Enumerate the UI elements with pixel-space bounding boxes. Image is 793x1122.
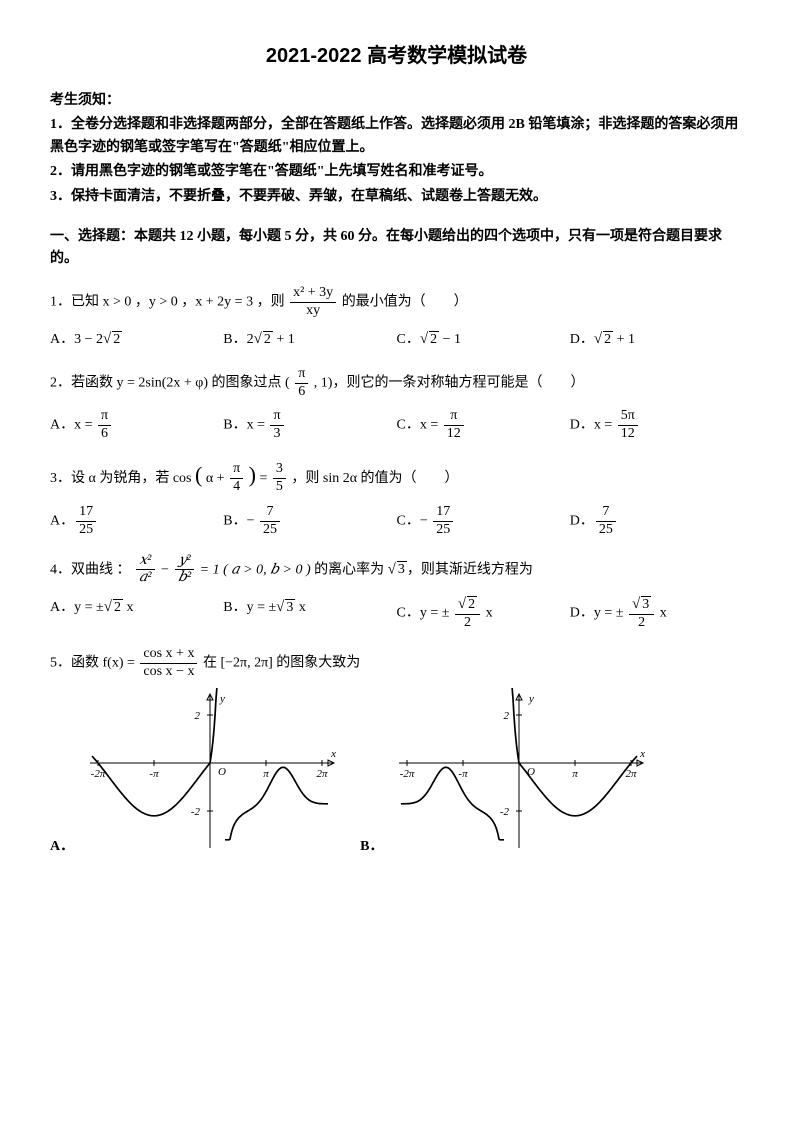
q4-opt-b: B．y = ±√3 x: [223, 595, 396, 632]
q4-opt-d: D．y = ± √32 x: [570, 595, 743, 632]
svg-text:2: 2: [504, 710, 510, 722]
instr-head: 考生须知：: [50, 90, 743, 112]
instr-line-3: 3．保持卡面清洁，不要折叠，不要弄破、弄皱，在草稿纸、试题卷上答题无效。: [50, 186, 743, 208]
svg-text:y: y: [528, 693, 534, 705]
svg-text:2: 2: [195, 710, 201, 722]
q2-opt-c: C．x = π12: [397, 408, 570, 443]
svg-text:y: y: [219, 693, 225, 705]
section-1-heading: 一、选择题：本题共 12 小题，每小题 5 分，共 60 分。在每小题给出的四个…: [50, 226, 743, 271]
q5-graphs: A． -2π-ππ2π2-2Oxy B． -2π-ππ2π2-2Oxy: [50, 688, 743, 858]
q3-opt-c: C．− 1725: [397, 504, 570, 539]
svg-text:-2: -2: [191, 806, 201, 818]
svg-text:-2: -2: [500, 806, 510, 818]
instr-line-2: 2．请用黑色字迹的钢笔或签字笔在"答题纸"上先填写姓名和准考证号。: [50, 161, 743, 183]
question-3: 3．设 α 为锐角，若 cos ( α + π4 ) = 35 ，则 sin 2…: [50, 457, 743, 496]
page-title: 2021-2022 高考数学模拟试卷: [50, 40, 743, 72]
q5-graph-b: -2π -π π 2π 2 -2 Ox y: [389, 688, 649, 858]
svg-text:x: x: [640, 748, 646, 760]
q3-options: A．1725 B．− 725 C．− 1725 D．725: [50, 504, 743, 539]
q4-equation: 𝑥²𝑎² − 𝑦²𝑏² = 1 ( 𝑎 > 0, 𝑏 > 0 ): [134, 553, 311, 588]
svg-text:-π: -π: [459, 768, 469, 780]
q1-options: A．3 − 2√2 B．2√2 + 1 C．√2 − 1 D．√2 + 1: [50, 327, 743, 351]
q2-arg-frac: π6: [295, 366, 308, 401]
q1-opt-c: C．√2 − 1: [397, 327, 570, 351]
q4-opt-c: C．y = ± √22 x: [397, 595, 570, 632]
svg-text:O: O: [527, 766, 535, 778]
q4-options: A．y = ±√2 x B．y = ±√3 x C．y = ± √22 x D．…: [50, 595, 743, 632]
q3-opt-a: A．1725: [50, 504, 223, 539]
svg-text:-2π: -2π: [400, 768, 415, 780]
q1-pre: 1．已知 x > 0 ，y > 0 ，x + 2y = 3 ，则: [50, 294, 288, 309]
q2-opt-a: A．x = π6: [50, 408, 223, 443]
question-5: 5．函数 f(x) = cos x + xcos x − x 在 [−2π, 2…: [50, 646, 743, 681]
q1-opt-d: D．√2 + 1: [570, 327, 743, 351]
q3-opt-b: B．− 725: [223, 504, 396, 539]
svg-text:O: O: [218, 766, 226, 778]
svg-text:x: x: [330, 748, 336, 760]
q2-options: A．x = π6 B．x = π3 C．x = π12 D．x = 5π12: [50, 408, 743, 443]
instr-line-1: 1．全卷分选择题和非选择题两部分，全部在答题纸上作答。选择题必须用 2B 铅笔填…: [50, 114, 743, 159]
q1-post: 的最小值为（ ）: [342, 294, 468, 309]
q4-opt-a: A．y = ±√2 x: [50, 595, 223, 632]
q5-opt-a: A． -2π-ππ2π2-2Oxy: [50, 688, 340, 858]
svg-text:2π: 2π: [626, 768, 638, 780]
q1-opt-b: B．2√2 + 1: [223, 327, 396, 351]
q2-opt-d: D．x = 5π12: [570, 408, 743, 443]
q1-opt-a: A．3 − 2√2: [50, 327, 223, 351]
svg-text:π: π: [263, 768, 269, 780]
instructions-block: 考生须知： 1．全卷分选择题和非选择题两部分，全部在答题纸上作答。选择题必须用 …: [50, 90, 743, 208]
q5-graph-a: -2π-ππ2π2-2Oxy: [80, 688, 340, 858]
q5-opt-b: B． -2π-ππ2π2-2Oxy: [360, 688, 649, 858]
q2-opt-b: B．x = π3: [223, 408, 396, 443]
q3-opt-d: D．725: [570, 504, 743, 539]
q1-fraction: x² + 3y xy: [290, 285, 336, 320]
svg-text:π: π: [573, 768, 579, 780]
svg-text:2π: 2π: [317, 768, 329, 780]
question-2: 2．若函数 y = 2sin(2x + φ) 的图象过点 ( π6 , 1)，则…: [50, 366, 743, 401]
question-4: 4．双曲线 ： 𝑥²𝑎² − 𝑦²𝑏² = 1 ( 𝑎 > 0, 𝑏 > 0 )…: [50, 553, 743, 588]
q5-fraction: cos x + xcos x − x: [140, 646, 197, 681]
question-1: 1．已知 x > 0 ，y > 0 ，x + 2y = 3 ，则 x² + 3y…: [50, 285, 743, 320]
svg-text:-π: -π: [150, 768, 160, 780]
